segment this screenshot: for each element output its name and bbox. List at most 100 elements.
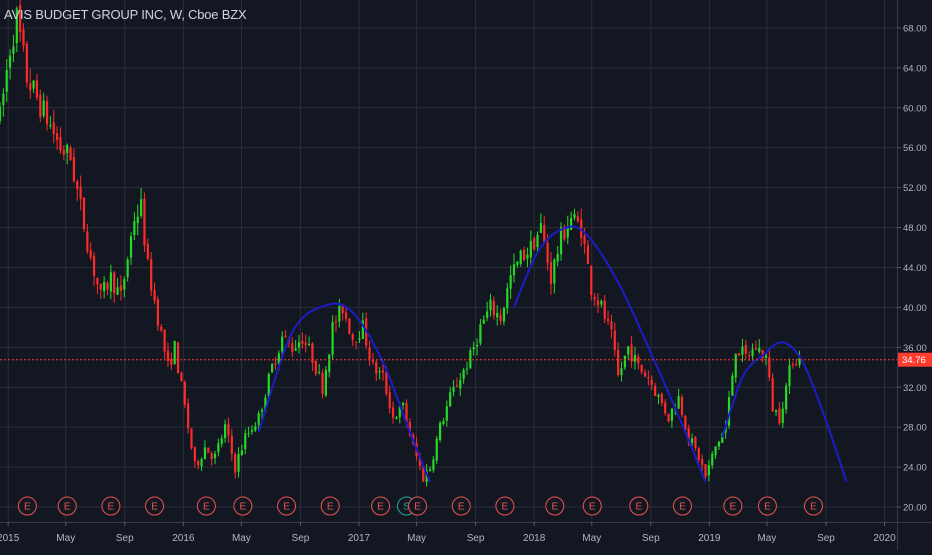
earnings-marker[interactable]: E bbox=[17, 496, 37, 516]
candle-body bbox=[727, 397, 731, 426]
candle-body bbox=[660, 393, 663, 404]
candle-body bbox=[314, 360, 317, 375]
candle-body bbox=[637, 356, 640, 364]
candle-body bbox=[475, 344, 479, 347]
candle-body bbox=[596, 300, 600, 306]
marker-label: E bbox=[151, 502, 158, 513]
earnings-marker[interactable]: E bbox=[408, 496, 428, 516]
candle-body bbox=[606, 318, 610, 321]
earnings-marker[interactable]: E bbox=[196, 496, 216, 516]
candle-body bbox=[304, 342, 307, 346]
earnings-marker[interactable]: E bbox=[757, 496, 777, 516]
x-tick-label: May bbox=[757, 533, 776, 544]
candle-body bbox=[714, 446, 717, 456]
marker-label: E bbox=[203, 502, 210, 513]
candle-body bbox=[86, 231, 89, 252]
candle-body bbox=[647, 377, 650, 379]
candle-body bbox=[89, 250, 92, 258]
earnings-marker[interactable]: E bbox=[101, 496, 121, 516]
earnings-marker[interactable]: E bbox=[371, 496, 391, 516]
candle-body bbox=[482, 319, 485, 324]
candle-body bbox=[203, 447, 207, 460]
candle-body bbox=[230, 435, 233, 454]
candle-body bbox=[748, 355, 751, 357]
candle-body bbox=[301, 340, 304, 344]
candle-body bbox=[650, 380, 653, 385]
x-tick-label: 2016 bbox=[172, 533, 195, 544]
earnings-marker[interactable]: E bbox=[145, 496, 165, 516]
candle-body bbox=[701, 459, 704, 466]
earnings-marker[interactable]: E bbox=[451, 496, 471, 516]
marker-circle bbox=[233, 496, 253, 516]
x-tick-label: 2018 bbox=[523, 533, 546, 544]
candle-body bbox=[274, 363, 277, 365]
candle-body bbox=[643, 372, 647, 377]
candle-body bbox=[123, 279, 126, 290]
candle-body bbox=[690, 438, 694, 443]
y-tick-label: 48.00 bbox=[903, 223, 927, 234]
marker-circle bbox=[101, 496, 121, 516]
arc-curve bbox=[721, 341, 848, 483]
candle-body bbox=[213, 453, 217, 459]
candle-body bbox=[294, 348, 297, 351]
candle-body bbox=[667, 413, 670, 422]
candle-body bbox=[469, 350, 472, 369]
candle-body bbox=[711, 453, 714, 466]
x-axis: 2015 May Sep 2016 May Sep 2017 May Sep 2018 May Sep… bbox=[0, 522, 932, 544]
candle-body bbox=[260, 409, 264, 412]
candle-body bbox=[19, 5, 22, 33]
earnings-marker[interactable]: E bbox=[320, 496, 340, 516]
y-tick-label: 60.00 bbox=[903, 103, 927, 114]
earnings-marker[interactable]: E bbox=[233, 496, 253, 516]
earnings-marker[interactable]: E bbox=[57, 496, 77, 516]
candle-body bbox=[422, 465, 425, 482]
candle-body bbox=[432, 459, 435, 471]
earnings-marker[interactable]: E bbox=[277, 496, 297, 516]
y-axis: 20.00 24.00 28.00 32.00 36.00 40.00 44.00 48.00… bbox=[897, 0, 927, 550]
candle-body bbox=[15, 8, 18, 44]
candle-body bbox=[166, 350, 170, 361]
marker-circle bbox=[320, 496, 340, 516]
earnings-marker[interactable]: E bbox=[803, 496, 823, 516]
arc-curve bbox=[257, 302, 431, 483]
candle-body bbox=[56, 133, 59, 140]
earnings-marker[interactable]: E bbox=[545, 496, 565, 516]
earnings-marker[interactable]: E bbox=[495, 496, 515, 516]
y-tick-label: 20.00 bbox=[903, 503, 927, 514]
earnings-marker[interactable]: E bbox=[582, 496, 602, 516]
marker-label: E bbox=[377, 502, 384, 513]
marker-label: E bbox=[764, 502, 771, 513]
candle-body bbox=[284, 335, 287, 337]
candle-body bbox=[176, 342, 180, 374]
candle-body bbox=[402, 403, 405, 406]
candle-body bbox=[267, 373, 270, 397]
earnings-marker[interactable]: E bbox=[723, 496, 743, 516]
earnings-marker[interactable]: E bbox=[629, 496, 649, 516]
candle-body bbox=[452, 387, 455, 392]
candle-body bbox=[35, 80, 39, 98]
candle-body bbox=[570, 218, 573, 230]
candle-body bbox=[559, 227, 563, 255]
candle-body bbox=[707, 464, 710, 476]
candle-body bbox=[754, 348, 757, 350]
y-tick-label: 56.00 bbox=[903, 143, 927, 154]
marker-label: E bbox=[283, 502, 290, 513]
marker-label: E bbox=[589, 502, 596, 513]
candle-body bbox=[680, 396, 684, 415]
y-tick-label: 44.00 bbox=[903, 263, 927, 274]
candle-body bbox=[388, 392, 391, 409]
candle-body bbox=[462, 369, 465, 380]
y-tick-label: 24.00 bbox=[903, 463, 927, 474]
candle-body bbox=[318, 371, 321, 373]
candle-body bbox=[771, 377, 774, 412]
candle-body bbox=[170, 359, 173, 365]
earnings-marker[interactable]: E bbox=[672, 496, 692, 516]
candle-body bbox=[778, 408, 781, 424]
candle-body bbox=[405, 403, 408, 422]
candle-body bbox=[697, 448, 700, 460]
candle-body bbox=[731, 375, 734, 396]
candle-body bbox=[160, 326, 163, 331]
